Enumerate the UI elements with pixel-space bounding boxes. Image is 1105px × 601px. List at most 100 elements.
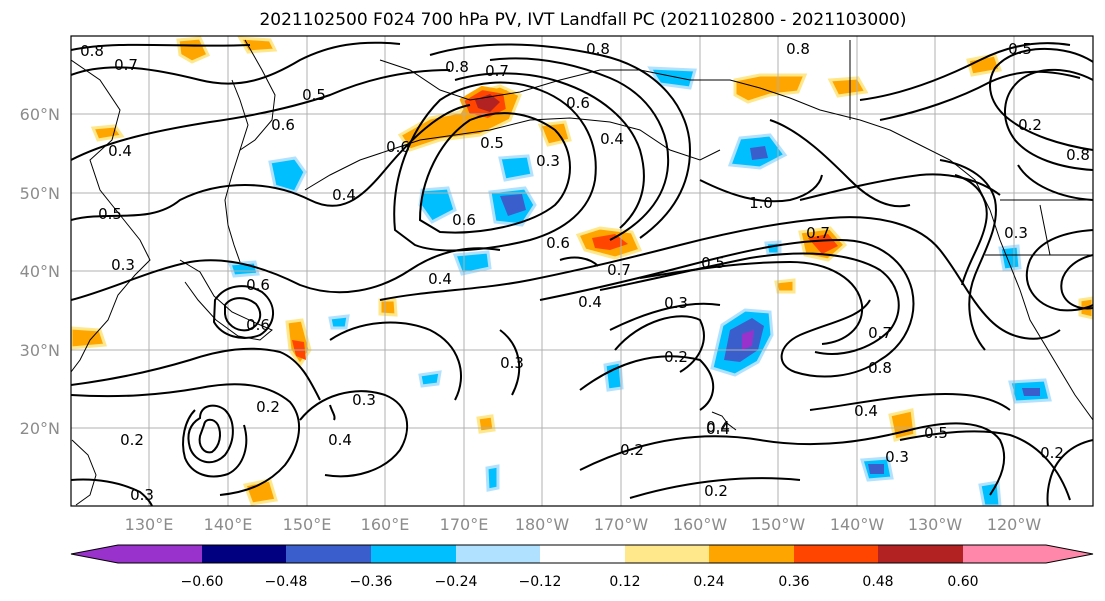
lon-label: 130°W: [908, 515, 963, 534]
contour-label: 0.3: [500, 354, 524, 372]
lon-label: 160°E: [361, 515, 410, 534]
contour-line: [454, 72, 645, 229]
lat-label: 60°N: [20, 105, 60, 124]
contour-label: 0.4: [854, 402, 878, 420]
contour-label: 0.6: [452, 211, 476, 229]
coast-kurils: [224, 149, 241, 263]
shade-positive: [242, 478, 278, 506]
contour-label: 0.8: [786, 40, 810, 58]
contour-line: [859, 42, 1071, 101]
map-panel: 0.8 0.7 0.5 0.6 0.4 0.8 0.7 0.6 0.4 0.5 …: [70, 35, 1094, 507]
contour-line: [809, 392, 1011, 411]
colorbar-segment: [878, 545, 963, 563]
shade-positive: [378, 298, 398, 317]
contour-line: [629, 477, 801, 499]
contour-label: 0.4: [600, 130, 624, 148]
shade-negative: [742, 330, 754, 350]
contour-line: [799, 173, 1001, 201]
contour-line: [579, 355, 715, 411]
colorbar-segment: [202, 545, 286, 563]
contour-label: 0.4: [428, 270, 452, 288]
ivt-contours: [71, 41, 1093, 506]
figure-title: 2021102500 F024 700 hPa PV, IVT Landfall…: [259, 10, 906, 30]
colorbar-tick-label: −0.24: [435, 574, 478, 590]
contour-line: [299, 390, 408, 478]
colorbar-segment: [794, 545, 878, 563]
colorbar-tick-label: −0.60: [181, 574, 224, 590]
contour-label: 0.3: [664, 294, 688, 312]
colorbar-segments: [70, 544, 1094, 564]
coast-japan: [179, 259, 273, 341]
colorbar-segment: [371, 545, 456, 563]
shade-positive: [176, 36, 211, 64]
colorbar-segment: [71, 545, 202, 563]
colorbar-tick-label: 0.60: [947, 574, 978, 590]
shade-positive: [592, 234, 628, 250]
shade-positive: [476, 414, 496, 434]
colorbar-tick-label: −0.48: [265, 574, 308, 590]
contour-label: 0.4: [108, 142, 132, 160]
colorbar-segment: [625, 545, 709, 563]
contour-label: 0.4: [328, 431, 352, 449]
contour-line: [609, 302, 721, 331]
lon-label: 140°E: [204, 515, 253, 534]
contour-label: 0.2: [1040, 444, 1064, 462]
contour-line: [699, 174, 823, 203]
lon-label: 120°W: [987, 515, 1042, 534]
colorbar-tick-label: 0.36: [778, 574, 809, 590]
shade-negative: [868, 464, 884, 474]
contour-line: [198, 418, 221, 454]
colorbar-segment: [456, 545, 540, 563]
shade-positive: [888, 408, 917, 442]
contour-label: 0.8: [586, 40, 610, 58]
contour-label: 0.2: [120, 431, 144, 449]
lon-label: 140°W: [830, 515, 885, 534]
contour-line: [954, 174, 988, 286]
contour-label: 0.3: [885, 448, 909, 466]
colorbar-segment: [709, 545, 794, 563]
shade-positive: [774, 278, 796, 294]
shade-positive: [808, 234, 838, 254]
shade-negative: [268, 156, 307, 194]
contour-labels: 0.8 0.7 0.5 0.6 0.4 0.8 0.7 0.6 0.4 0.5 …: [80, 40, 1090, 504]
lat-label: 50°N: [20, 184, 60, 203]
contour-line: [182, 409, 248, 478]
contour-label: 0.2: [664, 348, 688, 366]
contour-label: 0.8: [1066, 146, 1090, 164]
contour-line: [1017, 164, 1093, 201]
contour-label: 0.2: [256, 398, 280, 416]
contour-line: [579, 422, 1006, 496]
colorbar-tick-label: 0.48: [862, 574, 893, 590]
contour-line: [1060, 254, 1093, 310]
colorbar-outline: [70, 544, 1094, 564]
contour-label: 0.8: [80, 42, 104, 60]
contour-label: 0.5: [302, 86, 326, 104]
contour-line: [429, 43, 692, 239]
lon-label: 180°W: [515, 515, 570, 534]
colorbar-tick-label: 0.24: [693, 574, 724, 590]
contour-label: 0.2: [704, 482, 728, 500]
coastlines: [71, 39, 1093, 506]
lon-label: 170°W: [594, 515, 649, 534]
shade-negative: [750, 146, 768, 160]
shade-negative: [1022, 388, 1040, 396]
contour-line: [879, 70, 1081, 121]
coast-alaska: [379, 59, 991, 211]
colorbar: −0.60 −0.48 −0.36 −0.24 −0.12 0.12 0.24 …: [70, 544, 1094, 590]
contour-line: [489, 57, 670, 241]
contour-label: 0.7: [485, 62, 509, 80]
shade-positive: [733, 73, 808, 104]
contour-label: 0.3: [536, 152, 560, 170]
lon-label: 160°W: [673, 515, 728, 534]
longitude-labels: 130°E 140°E 150°E 160°E 170°E 180°W 170°…: [125, 515, 1042, 534]
coast-hawaii: [711, 411, 737, 431]
colorbar-segment: [963, 545, 1093, 563]
shade-negative: [418, 370, 442, 388]
coast-aleutians: [304, 117, 721, 191]
contour-label: 0.8: [445, 58, 469, 76]
contour-label: 0.7: [868, 324, 892, 342]
contour-line: [71, 347, 321, 401]
contour-label: 0.7: [806, 224, 830, 242]
contour-label: 0.5: [924, 424, 948, 442]
contour-line: [329, 321, 463, 401]
